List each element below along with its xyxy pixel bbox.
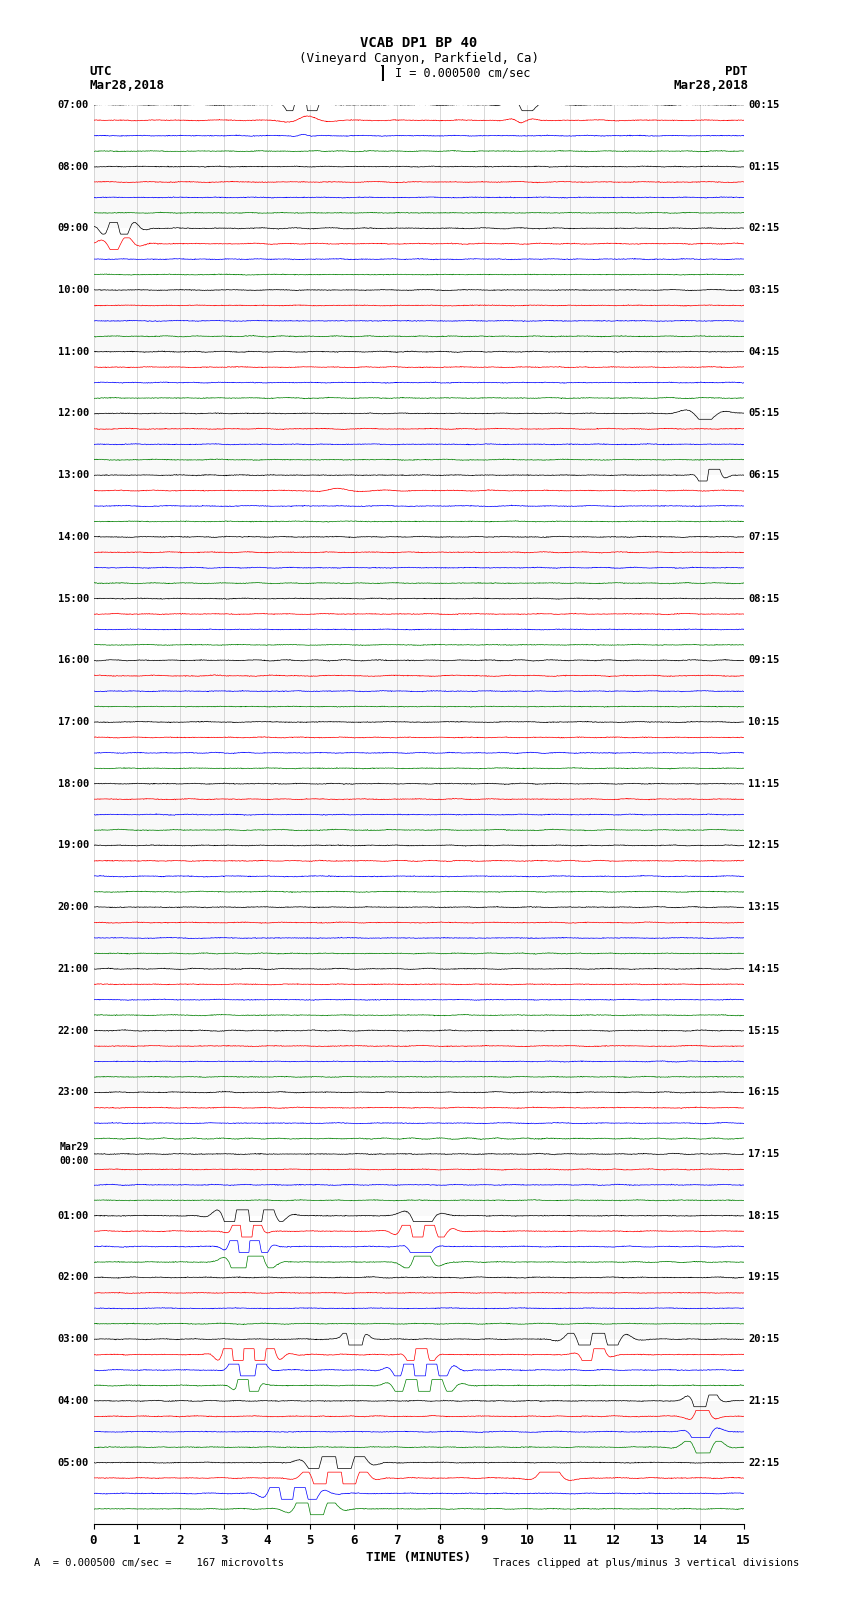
- Text: I = 0.000500 cm/sec: I = 0.000500 cm/sec: [395, 66, 530, 79]
- Bar: [94, 660, 744, 723]
- Text: 02:15: 02:15: [748, 223, 779, 234]
- Text: 09:15: 09:15: [748, 655, 779, 665]
- Text: 12:00: 12:00: [58, 408, 89, 418]
- Text: 16:15: 16:15: [748, 1087, 779, 1097]
- Text: 08:00: 08:00: [58, 161, 89, 171]
- Text: 01:15: 01:15: [748, 161, 779, 171]
- Bar: [94, 1277, 744, 1339]
- Bar: [94, 537, 744, 598]
- Text: 21:00: 21:00: [58, 965, 89, 974]
- Text: 04:00: 04:00: [58, 1395, 89, 1407]
- Text: 00:15: 00:15: [748, 100, 779, 110]
- Bar: [94, 723, 744, 784]
- Bar: [94, 1216, 744, 1277]
- Bar: [94, 1092, 744, 1153]
- Text: 18:15: 18:15: [748, 1211, 779, 1221]
- Text: 12:15: 12:15: [748, 840, 779, 850]
- Text: 05:00: 05:00: [58, 1458, 89, 1468]
- Bar: [94, 784, 744, 845]
- Text: 22:00: 22:00: [58, 1026, 89, 1036]
- Text: 15:00: 15:00: [58, 594, 89, 603]
- Bar: [94, 290, 744, 352]
- Bar: [94, 845, 744, 907]
- Text: (Vineyard Canyon, Parkfield, Ca): (Vineyard Canyon, Parkfield, Ca): [299, 52, 539, 66]
- Text: 02:00: 02:00: [58, 1273, 89, 1282]
- Text: 04:15: 04:15: [748, 347, 779, 356]
- Text: Mar28,2018: Mar28,2018: [89, 79, 164, 92]
- Text: 23:00: 23:00: [58, 1087, 89, 1097]
- Bar: [94, 476, 744, 537]
- Text: 11:00: 11:00: [58, 347, 89, 356]
- Text: PDT: PDT: [726, 65, 748, 77]
- Bar: [94, 1400, 744, 1463]
- X-axis label: TIME (MINUTES): TIME (MINUTES): [366, 1552, 471, 1565]
- Bar: [94, 166, 744, 229]
- Bar: [94, 1153, 744, 1216]
- Text: 20:15: 20:15: [748, 1334, 779, 1344]
- Bar: [94, 1463, 744, 1524]
- Bar: [94, 907, 744, 969]
- Bar: [94, 598, 744, 660]
- Bar: [94, 413, 744, 476]
- Text: 17:00: 17:00: [58, 718, 89, 727]
- Text: 18:00: 18:00: [58, 779, 89, 789]
- Text: 07:00: 07:00: [58, 100, 89, 110]
- Text: 10:15: 10:15: [748, 718, 779, 727]
- Text: Mar29: Mar29: [60, 1142, 89, 1152]
- Text: 16:00: 16:00: [58, 655, 89, 665]
- Text: 01:00: 01:00: [58, 1211, 89, 1221]
- Bar: [94, 1031, 744, 1092]
- Text: 17:15: 17:15: [748, 1148, 779, 1160]
- Bar: [94, 352, 744, 413]
- Text: 21:15: 21:15: [748, 1395, 779, 1407]
- Bar: [94, 969, 744, 1031]
- Text: 10:00: 10:00: [58, 286, 89, 295]
- Text: 14:15: 14:15: [748, 965, 779, 974]
- Text: 08:15: 08:15: [748, 594, 779, 603]
- Text: VCAB DP1 BP 40: VCAB DP1 BP 40: [360, 37, 478, 50]
- Text: A  = 0.000500 cm/sec =    167 microvolts: A = 0.000500 cm/sec = 167 microvolts: [34, 1558, 284, 1568]
- Text: 20:00: 20:00: [58, 902, 89, 911]
- Text: 03:00: 03:00: [58, 1334, 89, 1344]
- Text: 00:00: 00:00: [60, 1155, 89, 1166]
- Bar: [94, 1339, 744, 1400]
- Text: 22:15: 22:15: [748, 1458, 779, 1468]
- Text: 11:15: 11:15: [748, 779, 779, 789]
- Text: 05:15: 05:15: [748, 408, 779, 418]
- Text: 14:00: 14:00: [58, 532, 89, 542]
- Text: 13:00: 13:00: [58, 469, 89, 481]
- Text: Mar28,2018: Mar28,2018: [673, 79, 748, 92]
- Bar: [94, 229, 744, 290]
- Text: 03:15: 03:15: [748, 286, 779, 295]
- Bar: [94, 105, 744, 166]
- Text: 19:00: 19:00: [58, 840, 89, 850]
- Text: 15:15: 15:15: [748, 1026, 779, 1036]
- Text: Traces clipped at plus/minus 3 vertical divisions: Traces clipped at plus/minus 3 vertical …: [493, 1558, 799, 1568]
- Text: UTC: UTC: [89, 65, 111, 77]
- Text: 19:15: 19:15: [748, 1273, 779, 1282]
- Text: 13:15: 13:15: [748, 902, 779, 911]
- Text: 09:00: 09:00: [58, 223, 89, 234]
- Text: 06:15: 06:15: [748, 469, 779, 481]
- Text: 07:15: 07:15: [748, 532, 779, 542]
